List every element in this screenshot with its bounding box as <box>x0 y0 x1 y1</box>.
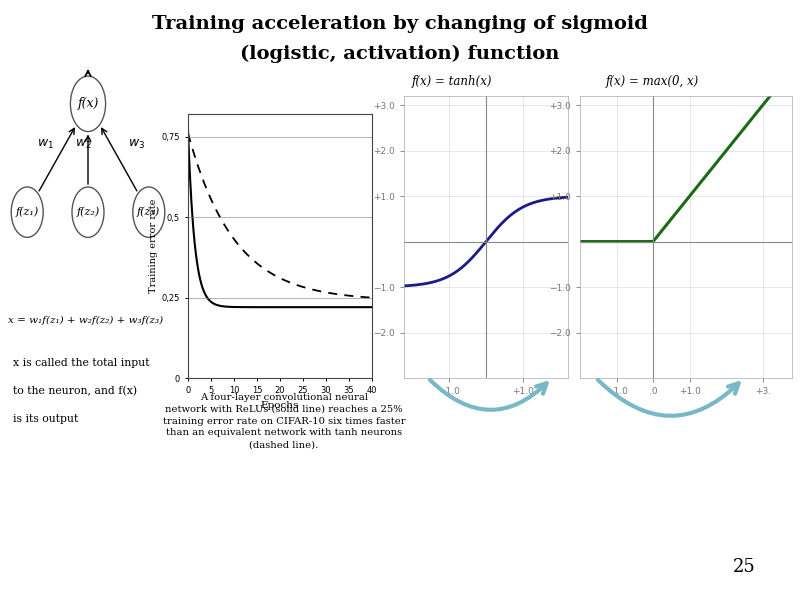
Text: $w_1$: $w_1$ <box>37 137 54 151</box>
Text: f(x): f(x) <box>78 97 98 110</box>
Text: Training acceleration by changing of sigmoid: Training acceleration by changing of sig… <box>152 15 648 33</box>
X-axis label: Epochs: Epochs <box>261 401 299 410</box>
Text: is its output: is its output <box>14 414 78 424</box>
Text: f(x) = tanh(x): f(x) = tanh(x) <box>412 75 492 88</box>
FancyArrowPatch shape <box>430 380 546 410</box>
Text: $w_3$: $w_3$ <box>128 137 145 151</box>
Text: f(x) = max(0, x): f(x) = max(0, x) <box>606 75 698 88</box>
Circle shape <box>133 187 165 238</box>
Text: f(z₁): f(z₁) <box>15 207 39 217</box>
Circle shape <box>72 187 104 238</box>
Text: x = w₁f(z₁) + w₂f(z₂) + w₃f(z₃): x = w₁f(z₁) + w₂f(z₂) + w₃f(z₃) <box>8 316 163 325</box>
Y-axis label: Training error rate: Training error rate <box>150 199 158 293</box>
Circle shape <box>70 76 106 131</box>
Text: to the neuron, and f(x): to the neuron, and f(x) <box>14 386 138 396</box>
Text: $w_2$: $w_2$ <box>75 137 92 151</box>
Text: f(z₃): f(z₃) <box>137 207 161 217</box>
Text: f(z₂): f(z₂) <box>76 207 100 217</box>
FancyArrowPatch shape <box>598 380 738 416</box>
Text: x is called the total input: x is called the total input <box>14 358 150 368</box>
Text: 25: 25 <box>734 558 756 576</box>
Circle shape <box>11 187 43 238</box>
Text: (logistic, activation) function: (logistic, activation) function <box>240 45 560 63</box>
Text: A four-layer convolutional neural
network with ReLUs (solid line) reaches a 25%
: A four-layer convolutional neural networ… <box>162 393 406 449</box>
